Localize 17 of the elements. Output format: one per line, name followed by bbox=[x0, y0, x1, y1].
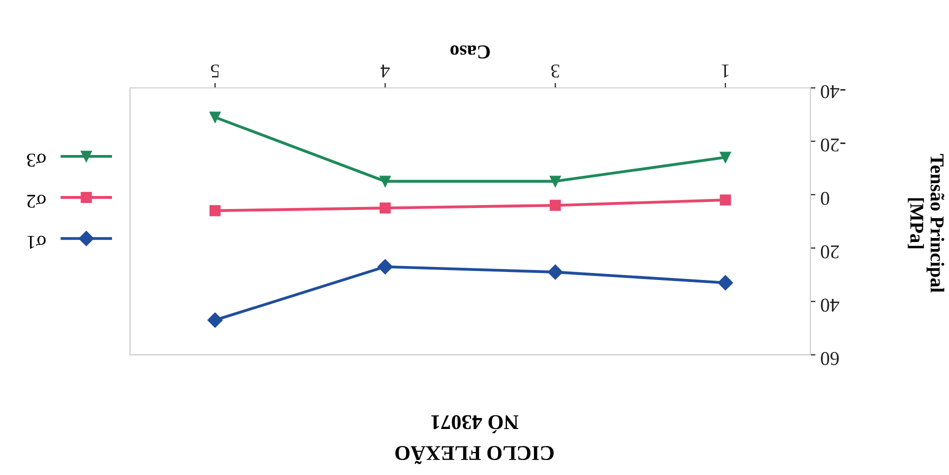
x-tick-label: 1 bbox=[722, 64, 729, 78]
text: NÓ 43071 bbox=[431, 415, 518, 434]
y-tick-label: 20 bbox=[820, 245, 839, 258]
text: CICLO FLEXÃO bbox=[395, 446, 554, 464]
legend-label: σ2 bbox=[27, 194, 46, 208]
legend-label: σ1 bbox=[27, 236, 46, 249]
x-axis-title: Caso bbox=[450, 45, 490, 58]
y-tick-label: -40 bbox=[820, 85, 846, 98]
y-tick-label: -20 bbox=[820, 138, 846, 152]
y-tick-label: 40 bbox=[820, 298, 840, 312]
y-axis-title: Tensão Principal [MPa] bbox=[908, 154, 944, 293]
legend-label: σ3 bbox=[27, 154, 46, 167]
x-tick-label: 5 bbox=[210, 64, 219, 78]
y-tick-label: 60 bbox=[820, 352, 839, 366]
x-tick-label: 3 bbox=[551, 64, 560, 78]
y-tick-label: 0 bbox=[820, 192, 830, 205]
x-tick-label: 4 bbox=[380, 64, 390, 78]
